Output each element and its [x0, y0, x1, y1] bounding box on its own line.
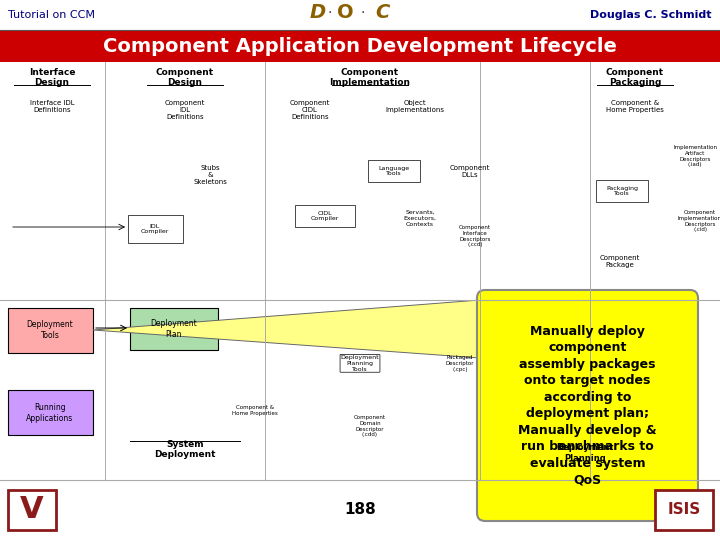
Text: Tutorial on CCM: Tutorial on CCM	[8, 10, 95, 20]
Text: V: V	[20, 496, 44, 524]
Text: Component
Design: Component Design	[156, 68, 214, 87]
Bar	[8, 308, 93, 353]
Text: Packaging
Tools: Packaging Tools	[606, 186, 638, 197]
Text: ·: ·	[328, 6, 332, 20]
Text: 188: 188	[344, 503, 376, 517]
Polygon shape	[93, 300, 480, 358]
Bar	[8, 490, 56, 530]
Text: Running
Applications: Running Applications	[27, 403, 73, 423]
Text: Component
Implementation: Component Implementation	[330, 68, 410, 87]
Bar	[8, 390, 93, 435]
Bar	[0, 30, 720, 62]
Bar	[655, 490, 713, 530]
Text: O: O	[337, 3, 354, 23]
Text: Deployment
Tools: Deployment Tools	[27, 320, 73, 340]
Text: Packaged
Descriptor
(.cpc): Packaged Descriptor (.cpc)	[446, 355, 474, 372]
Text: Deployment
Plan: Deployment Plan	[150, 319, 197, 339]
Text: Component &
Home Properties: Component & Home Properties	[606, 100, 664, 113]
Text: Deployment
Planning
Tools: Deployment Planning Tools	[341, 355, 379, 372]
Text: CIDL
Compiler: CIDL Compiler	[311, 211, 339, 221]
Text: System
Deployment: System Deployment	[154, 440, 216, 460]
Bar	[295, 205, 355, 227]
Text: Language
Tools: Language Tools	[379, 166, 410, 177]
Text: C: C	[375, 3, 390, 23]
Text: ISIS: ISIS	[667, 503, 701, 517]
Text: Stubs
&
Skeletons: Stubs & Skeletons	[193, 165, 227, 185]
Text: Component
DLLs: Component DLLs	[450, 165, 490, 178]
Bar	[596, 180, 648, 202]
Text: Servants,
Executors,
Contexts: Servants, Executors, Contexts	[403, 210, 436, 227]
Text: Manually deploy
component
assembly packages
onto target nodes
according to
deplo: Manually deploy component assembly packa…	[518, 325, 657, 486]
FancyBboxPatch shape	[477, 290, 698, 521]
Text: Component
CIDL
Definitions: Component CIDL Definitions	[290, 100, 330, 120]
Text: ·: ·	[361, 6, 365, 20]
Text: Component
Packaging: Component Packaging	[606, 68, 664, 87]
Text: Component Application Development Lifecycle: Component Application Development Lifecy…	[103, 37, 617, 56]
Text: Interface IDL
Definitions: Interface IDL Definitions	[30, 100, 74, 113]
Text: Deployment
Planning: Deployment Planning	[557, 443, 613, 463]
Bar	[128, 215, 183, 243]
Text: Component
Domain
Descriptor
(.cdd): Component Domain Descriptor (.cdd)	[354, 415, 386, 437]
Text: Component
Implementation
Descriptors
(.cid): Component Implementation Descriptors (.c…	[678, 210, 720, 232]
Text: Component
Package: Component Package	[600, 255, 640, 268]
Text: D: D	[310, 3, 326, 23]
Text: IDL
Compiler: IDL Compiler	[141, 224, 169, 234]
Text: Interface
Design: Interface Design	[29, 68, 76, 87]
Text: Implementation
Artifact
Descriptors
(.iad): Implementation Artifact Descriptors (.ia…	[673, 145, 717, 167]
Text: Object
Implementations: Object Implementations	[385, 100, 444, 113]
Text: Component
IDL
Definitions: Component IDL Definitions	[165, 100, 205, 120]
Text: Component
Interface
Descriptors
(.ccd): Component Interface Descriptors (.ccd)	[459, 225, 491, 247]
Bar	[130, 308, 218, 350]
Text: Component &
Home Properties: Component & Home Properties	[232, 405, 278, 416]
Bar	[368, 160, 420, 182]
Text: Douglas C. Schmidt: Douglas C. Schmidt	[590, 10, 712, 20]
Bar	[545, 438, 625, 468]
